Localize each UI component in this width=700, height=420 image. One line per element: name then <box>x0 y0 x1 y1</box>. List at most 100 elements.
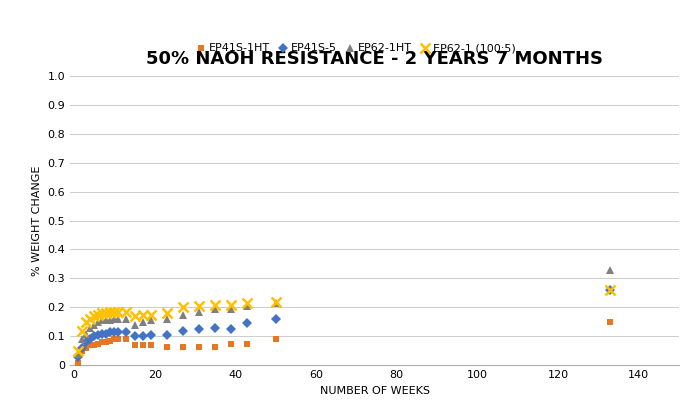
EP41S-1HT <box>98 340 106 345</box>
EP41S-1HT <box>178 344 187 349</box>
EP62-1 (100:5) <box>82 319 90 324</box>
EP41S-5 <box>102 331 111 336</box>
EP41S-5 <box>114 330 122 335</box>
EP41S-1HT <box>110 337 118 342</box>
EP41S-5 <box>195 327 203 332</box>
EP62-1HT <box>244 304 252 309</box>
EP41S-1HT <box>146 343 155 348</box>
EP41S-1HT <box>244 341 252 346</box>
EP62-1HT <box>90 322 99 327</box>
EP41S-1HT <box>272 337 280 342</box>
EP62-1 (100:5) <box>227 302 235 307</box>
EP41S-1HT <box>82 346 90 351</box>
Line: EP41S-1HT: EP41S-1HT <box>75 318 614 366</box>
EP62-1HT <box>110 317 118 322</box>
EP62-1HT <box>272 301 280 306</box>
EP62-1HT <box>78 337 86 342</box>
EP62-1 (100:5) <box>110 309 118 314</box>
EP41S-1HT <box>139 343 147 348</box>
EP62-1HT <box>122 317 131 322</box>
EP62-1 (100:5) <box>162 311 171 316</box>
EP41S-5 <box>82 340 90 345</box>
EP41S-1HT <box>211 344 219 349</box>
EP62-1 (100:5) <box>130 314 139 319</box>
EP62-1HT <box>227 306 235 311</box>
EP41S-1HT <box>86 343 94 348</box>
Line: EP62-1HT: EP62-1HT <box>74 265 615 358</box>
EP41S-5 <box>211 325 219 330</box>
EP41S-1HT <box>114 337 122 342</box>
EP41S-5 <box>90 334 99 339</box>
X-axis label: NUMBER OF WEEKS: NUMBER OF WEEKS <box>319 386 430 396</box>
EP62-1HT <box>211 306 219 311</box>
EP62-1 (100:5) <box>244 301 252 306</box>
EP41S-1HT <box>195 344 203 349</box>
Line: EP41S-5: EP41S-5 <box>75 286 614 360</box>
Y-axis label: % WEIGHT CHANGE: % WEIGHT CHANGE <box>32 165 42 276</box>
EP62-1 (100:5) <box>94 312 102 317</box>
EP62-1HT <box>130 322 139 327</box>
EP62-1HT <box>178 312 187 317</box>
EP41S-1HT <box>102 340 111 345</box>
EP41S-5 <box>78 346 86 351</box>
EP41S-5 <box>606 288 615 293</box>
EP62-1 (100:5) <box>606 288 615 293</box>
EP41S-1HT <box>606 319 615 324</box>
EP62-1 (100:5) <box>74 348 83 353</box>
EP62-1 (100:5) <box>90 314 99 319</box>
EP62-1HT <box>86 325 94 330</box>
EP41S-5 <box>162 333 171 338</box>
EP41S-1HT <box>106 338 115 343</box>
Legend: EP41S-1HT, EP41S-5, EP62-1HT, EP62-1 (100:5): EP41S-1HT, EP41S-5, EP62-1HT, EP62-1 (10… <box>197 44 516 53</box>
EP41S-5 <box>227 327 235 332</box>
EP62-1 (100:5) <box>78 328 86 333</box>
EP41S-5 <box>272 317 280 322</box>
EP41S-5 <box>94 333 102 338</box>
EP62-1HT <box>102 318 111 323</box>
EP41S-1HT <box>162 344 171 349</box>
EP41S-1HT <box>227 341 235 346</box>
EP62-1HT <box>94 319 102 324</box>
EP41S-5 <box>139 334 147 339</box>
EP62-1HT <box>606 267 615 272</box>
EP62-1 (100:5) <box>272 299 280 304</box>
EP41S-5 <box>130 334 139 339</box>
EP41S-5 <box>244 321 252 326</box>
EP41S-5 <box>178 328 187 333</box>
EP62-1HT <box>74 351 83 356</box>
EP62-1HT <box>106 318 115 323</box>
EP41S-5 <box>146 333 155 338</box>
EP62-1 (100:5) <box>106 309 115 314</box>
EP62-1HT <box>82 331 90 336</box>
EP41S-5 <box>98 331 106 336</box>
EP62-1 (100:5) <box>211 302 219 307</box>
EP62-1 (100:5) <box>86 317 94 322</box>
EP62-1 (100:5) <box>114 309 122 314</box>
EP62-1 (100:5) <box>146 312 155 317</box>
Line: EP62-1 (100:5): EP62-1 (100:5) <box>74 285 615 356</box>
EP41S-1HT <box>130 343 139 348</box>
EP41S-5 <box>110 330 118 335</box>
EP41S-5 <box>122 330 131 335</box>
EP41S-1HT <box>90 343 99 348</box>
EP62-1 (100:5) <box>195 304 203 309</box>
EP62-1 (100:5) <box>122 309 131 314</box>
EP41S-5 <box>86 337 94 342</box>
EP62-1HT <box>139 319 147 324</box>
Title: 50% NAOH RESISTANCE - 2 YEARS 7 MONTHS: 50% NAOH RESISTANCE - 2 YEARS 7 MONTHS <box>146 50 603 68</box>
EP41S-1HT <box>122 337 131 342</box>
EP41S-1HT <box>78 348 86 353</box>
EP41S-5 <box>106 330 115 335</box>
EP41S-1HT <box>94 341 102 346</box>
EP62-1 (100:5) <box>102 311 111 316</box>
EP62-1HT <box>98 318 106 323</box>
EP62-1HT <box>114 317 122 322</box>
EP62-1 (100:5) <box>98 311 106 316</box>
EP62-1 (100:5) <box>139 312 147 317</box>
EP62-1HT <box>146 318 155 323</box>
EP62-1HT <box>195 309 203 314</box>
EP62-1 (100:5) <box>178 305 187 310</box>
EP41S-5 <box>74 354 83 359</box>
EP41S-1HT <box>74 360 83 365</box>
EP62-1HT <box>162 317 171 322</box>
